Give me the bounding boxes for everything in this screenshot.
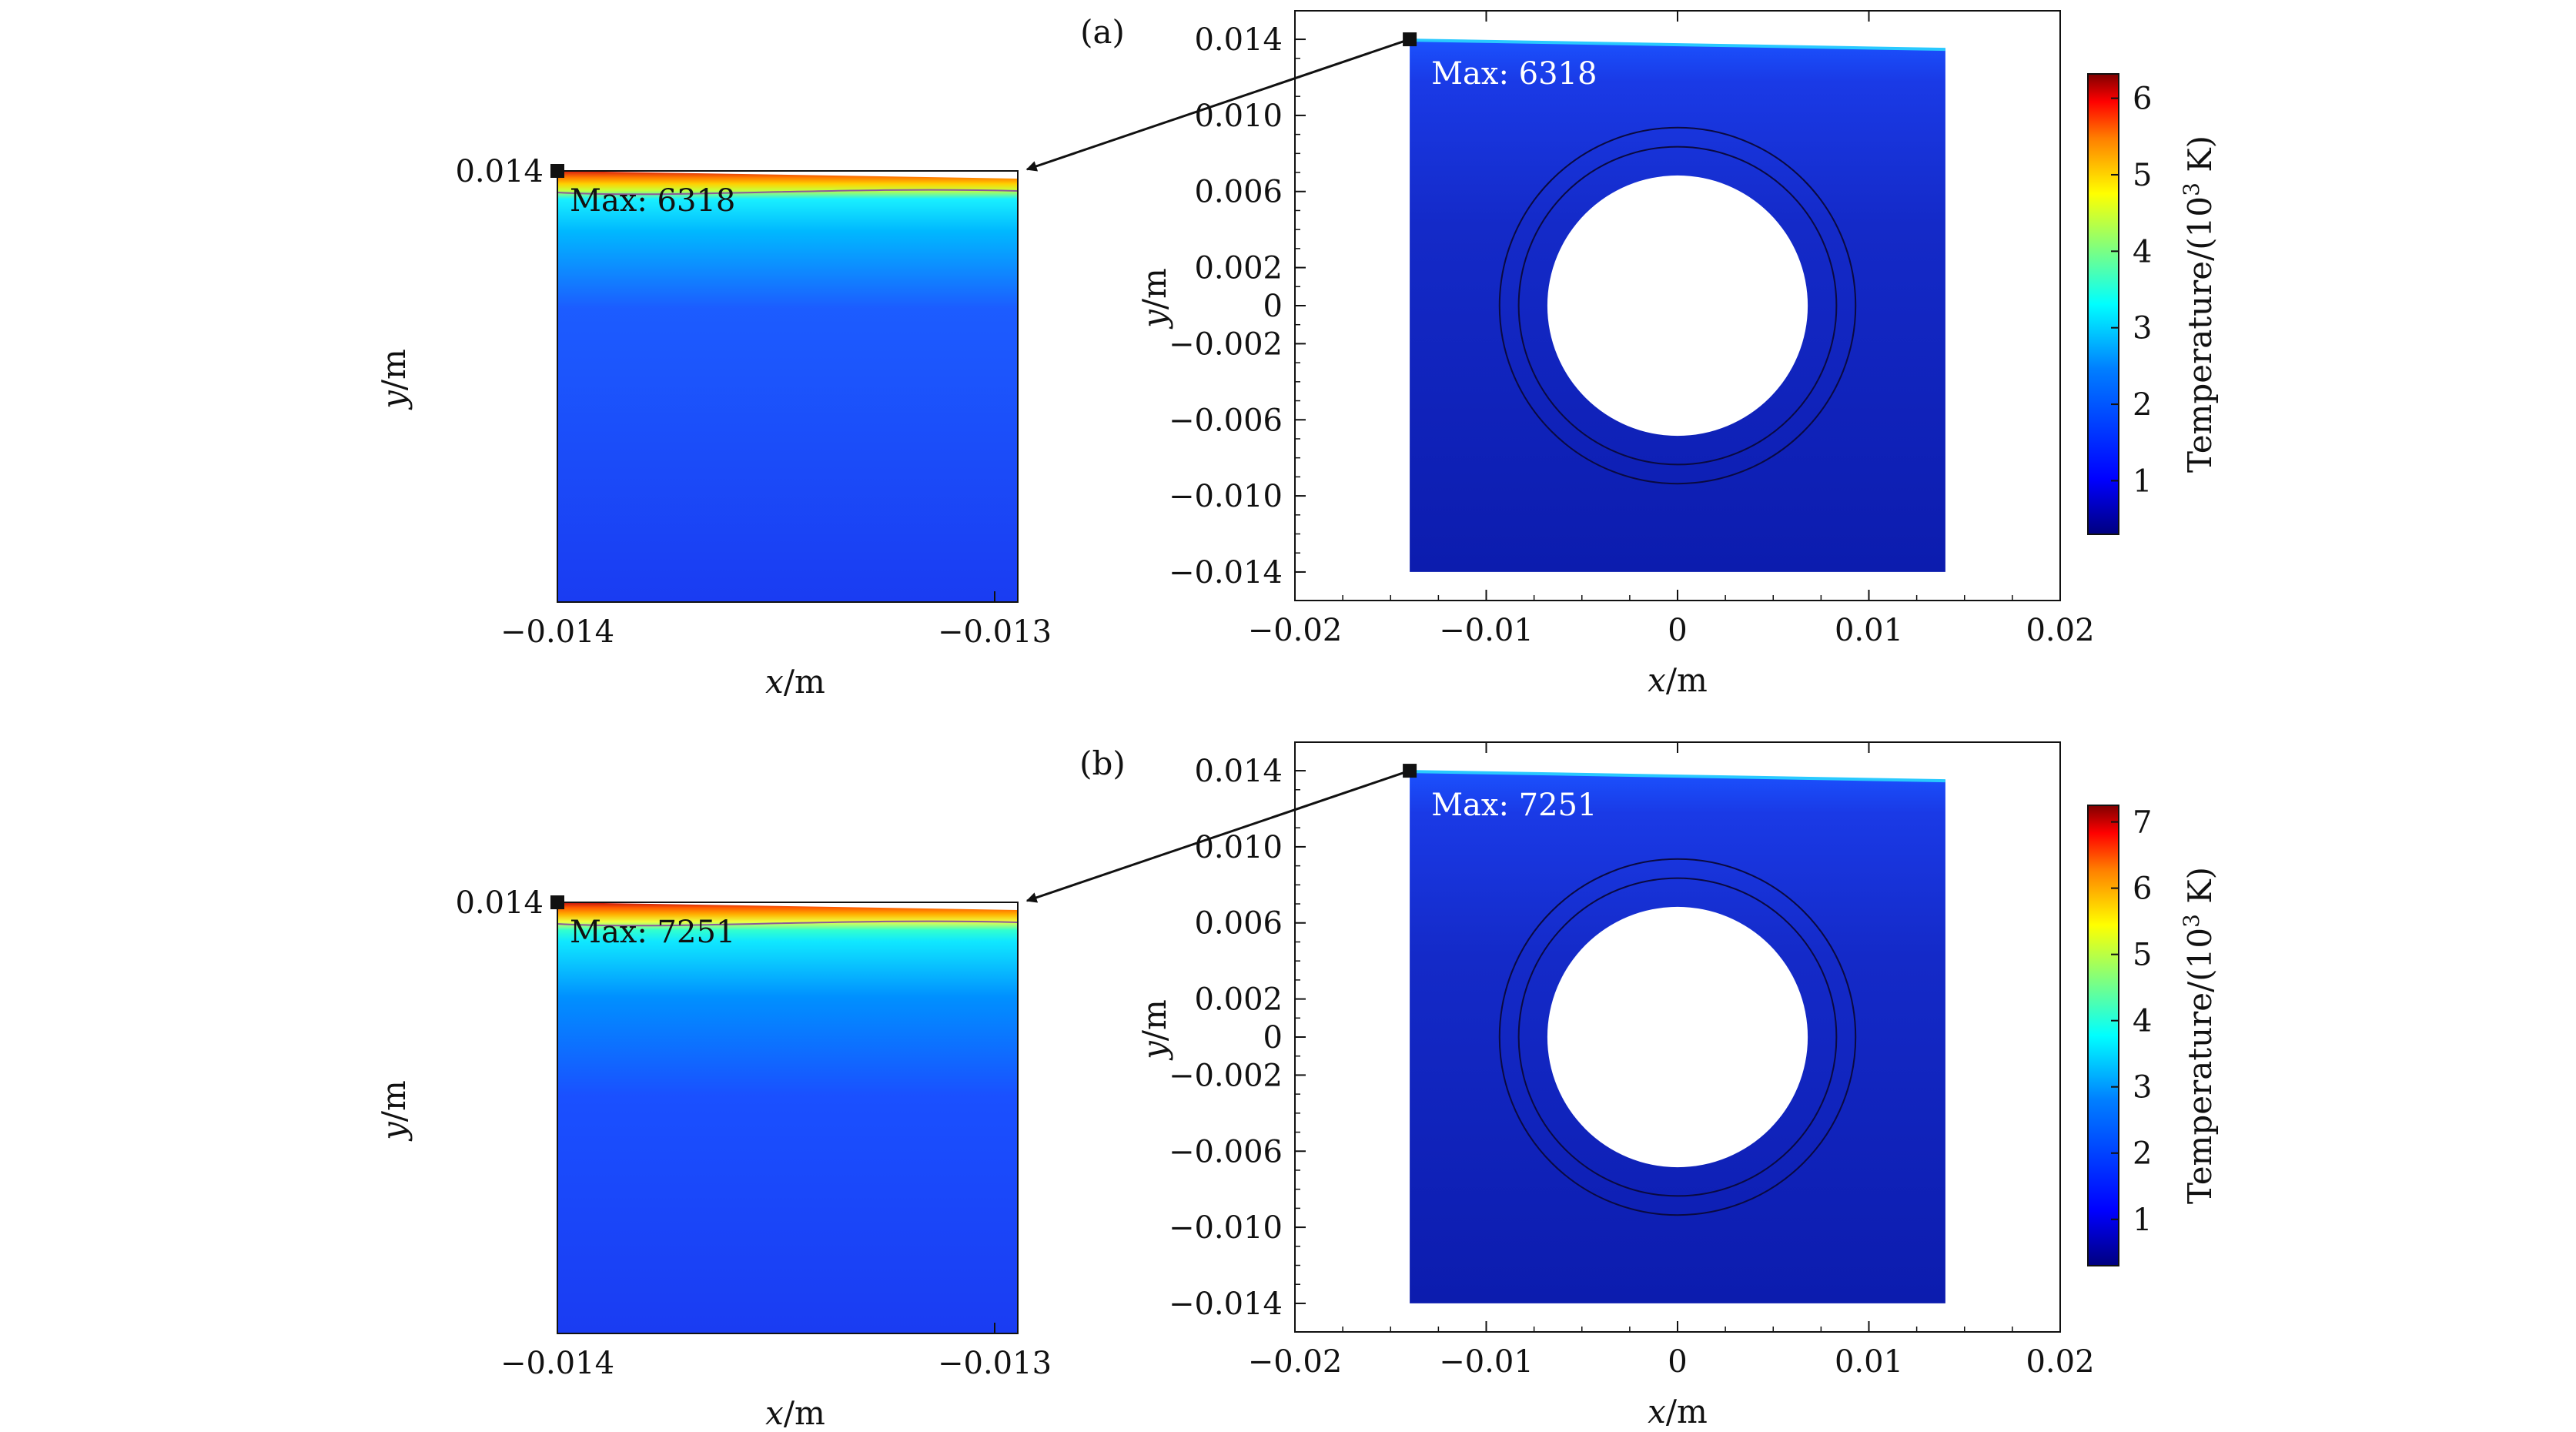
zoom-max-label: Max: 7251: [570, 915, 735, 950]
zoom-x-tick-label: −0.013: [938, 614, 1052, 650]
zoom-x-axis-label: x/m: [765, 1394, 825, 1432]
zoom-x-tick-label: −0.014: [500, 1346, 614, 1381]
y-tick-label: 0.006: [1194, 175, 1283, 210]
zoom-temperature-field: [557, 902, 1018, 1333]
colorbar-tick-label: 4: [2133, 234, 2152, 269]
y-tick-label: −0.002: [1169, 326, 1283, 362]
chart-layer: −0.02 −0.01 0 0.01 0.020.0140.0100.0060.0020…: [375, 10, 2220, 1432]
ring-2: [1498, 858, 1857, 1216]
x-tick-label: 0.01: [1835, 613, 1903, 648]
x-tick-label: 0.01: [1835, 1344, 1903, 1380]
zoom-x-tick-label: −0.014: [500, 614, 614, 650]
zoom-y-tick-label: 0.014: [455, 154, 544, 189]
zoom-x-tick-label: −0.013: [938, 1346, 1052, 1381]
main-x-axis-label: x/m: [1648, 661, 1708, 699]
colorbar-tick-label: 6: [2133, 82, 2152, 117]
panel-b: −0.02 −0.01 0 0.01 0.020.0140.0100.0060.0020…: [375, 741, 2220, 1432]
ring-2: [1498, 126, 1857, 485]
y-tick-label: 0.006: [1194, 906, 1283, 942]
main-x-axis-label: x/m: [1648, 1393, 1708, 1430]
colorbar-tick-label: 5: [2133, 158, 2152, 193]
zoom-x-axis-label: x/m: [765, 663, 825, 701]
main-max-label: Max: 6318: [1431, 56, 1597, 92]
y-tick-label: −0.002: [1169, 1058, 1283, 1093]
main-y-axis-label: y/m: [1136, 268, 1173, 330]
colorbar-tick-label: 5: [2133, 938, 2152, 973]
panel-a: −0.02 −0.01 0 0.01 0.020.0140.0100.0060.0020…: [375, 10, 2220, 701]
max-marker: [1403, 32, 1417, 47]
y-tick-label: 0.002: [1194, 982, 1283, 1018]
zoom-y-axis-label: y/m: [375, 1080, 413, 1142]
main-y-axis-label: y/m: [1136, 999, 1173, 1061]
colorbar-label: Temperature/(103 K): [2179, 867, 2220, 1204]
zoom-arrow: [1025, 39, 1406, 172]
surface-layer: [1410, 770, 1945, 783]
y-tick-label: 0: [1263, 289, 1283, 324]
surface-layer: [1410, 38, 1945, 52]
y-tick-label: 0.002: [1194, 251, 1283, 286]
colorbar-tick-label: 3: [2133, 311, 2152, 346]
zoom-max-marker: [550, 164, 564, 178]
colorbar-tick-label: 2: [2133, 1136, 2152, 1172]
zoom-max-label: Max: 6318: [570, 183, 735, 219]
colorbar-label: Temperature/(103 K): [2179, 136, 2220, 473]
x-tick-label: 0.02: [2026, 1344, 2094, 1380]
max-marker: [1403, 764, 1417, 778]
y-tick-label: 0.014: [1194, 754, 1283, 789]
x-tick-label: 0.02: [2026, 613, 2094, 648]
hole: [1547, 175, 1808, 437]
zoom-axes-frame: [557, 902, 1019, 1334]
x-tick-label: −0.01: [1439, 1344, 1534, 1380]
y-tick-label: 0.010: [1194, 830, 1283, 865]
zoom-contour: [557, 920, 1019, 927]
x-tick-label: −0.01: [1439, 613, 1534, 648]
colorbar-tick-label: 3: [2133, 1070, 2152, 1106]
y-tick-label: −0.010: [1169, 479, 1283, 514]
x-tick-label: 0: [1668, 1344, 1687, 1380]
x-tick-label: −0.02: [1248, 1344, 1343, 1380]
x-tick-label: 0: [1668, 613, 1687, 648]
zoom-temperature-field: [557, 171, 1018, 602]
x-tick-label: −0.02: [1248, 613, 1343, 648]
y-tick-label: 0.010: [1194, 99, 1283, 134]
hole: [1547, 906, 1808, 1168]
zoom-axes-frame: [557, 170, 1019, 603]
y-tick-label: 0: [1263, 1020, 1283, 1056]
y-tick-label: −0.010: [1169, 1210, 1283, 1246]
zoom-y-axis-label: y/m: [375, 349, 413, 410]
y-tick-label: −0.006: [1169, 1134, 1283, 1169]
panel-label: (b): [1079, 744, 1126, 782]
colorbar-tick-label: 7: [2133, 805, 2152, 841]
y-tick-label: 0.014: [1194, 22, 1283, 58]
colorbar-tick-label: 6: [2133, 872, 2152, 907]
colorbar: [2087, 805, 2119, 1266]
y-tick-label: −0.006: [1169, 403, 1283, 438]
y-tick-label: −0.014: [1169, 1286, 1283, 1322]
colorbar-tick-label: 1: [2133, 1203, 2152, 1238]
colorbar: [2087, 73, 2119, 535]
ring-1: [1517, 146, 1838, 466]
zoom-y-tick-label: 0.014: [455, 885, 544, 921]
zoom-max-marker: [550, 895, 564, 909]
colorbar-tick-label: 4: [2133, 1004, 2152, 1039]
zoom-contour: [557, 189, 1019, 196]
zoom-arrow: [1025, 771, 1406, 903]
ring-1: [1517, 877, 1838, 1197]
panel-label: (a): [1080, 13, 1125, 51]
colorbar-tick-label: 1: [2133, 463, 2152, 499]
main-max-label: Max: 7251: [1431, 788, 1597, 823]
colorbar-tick-label: 2: [2133, 387, 2152, 423]
y-tick-label: −0.014: [1169, 555, 1283, 591]
